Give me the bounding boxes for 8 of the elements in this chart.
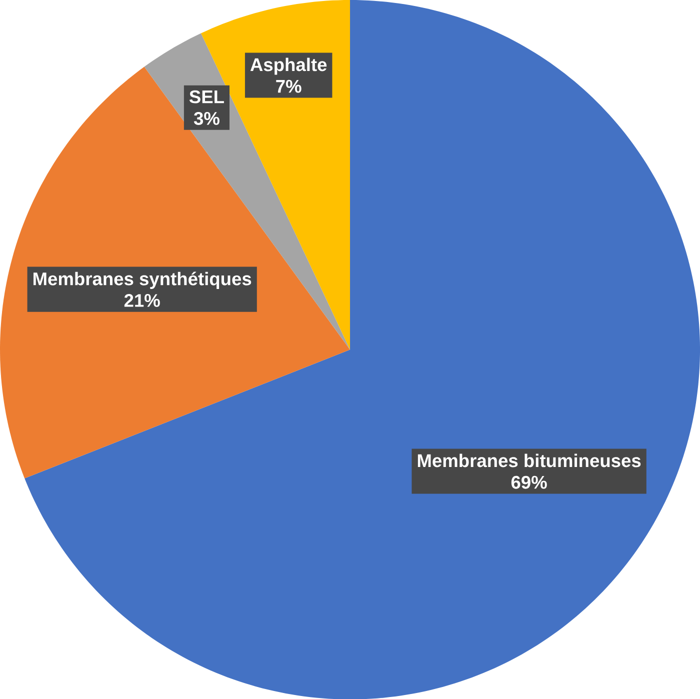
data-label: 21% [124,294,160,307]
slice-label: Membranes synthétiques [34,272,252,289]
slice-label: Membranes bitumineuses [418,454,641,468]
data-label: 69% [511,476,547,489]
slice-label: SEL [189,90,224,104]
data-label: 7% [276,80,302,93]
data-label: 3% [194,112,220,125]
slice-label: Asphalte [250,58,327,75]
